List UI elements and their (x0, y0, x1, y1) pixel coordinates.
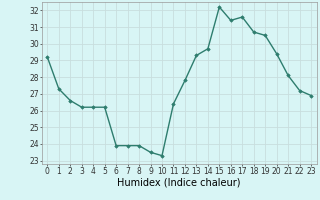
X-axis label: Humidex (Indice chaleur): Humidex (Indice chaleur) (117, 177, 241, 187)
